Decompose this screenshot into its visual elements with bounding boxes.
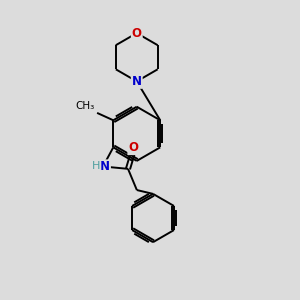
- Text: CH₃: CH₃: [76, 101, 95, 111]
- Text: H: H: [92, 161, 101, 172]
- Text: N: N: [100, 160, 110, 173]
- Text: O: O: [132, 27, 142, 40]
- Text: O: O: [128, 141, 138, 154]
- Text: N: N: [132, 75, 142, 88]
